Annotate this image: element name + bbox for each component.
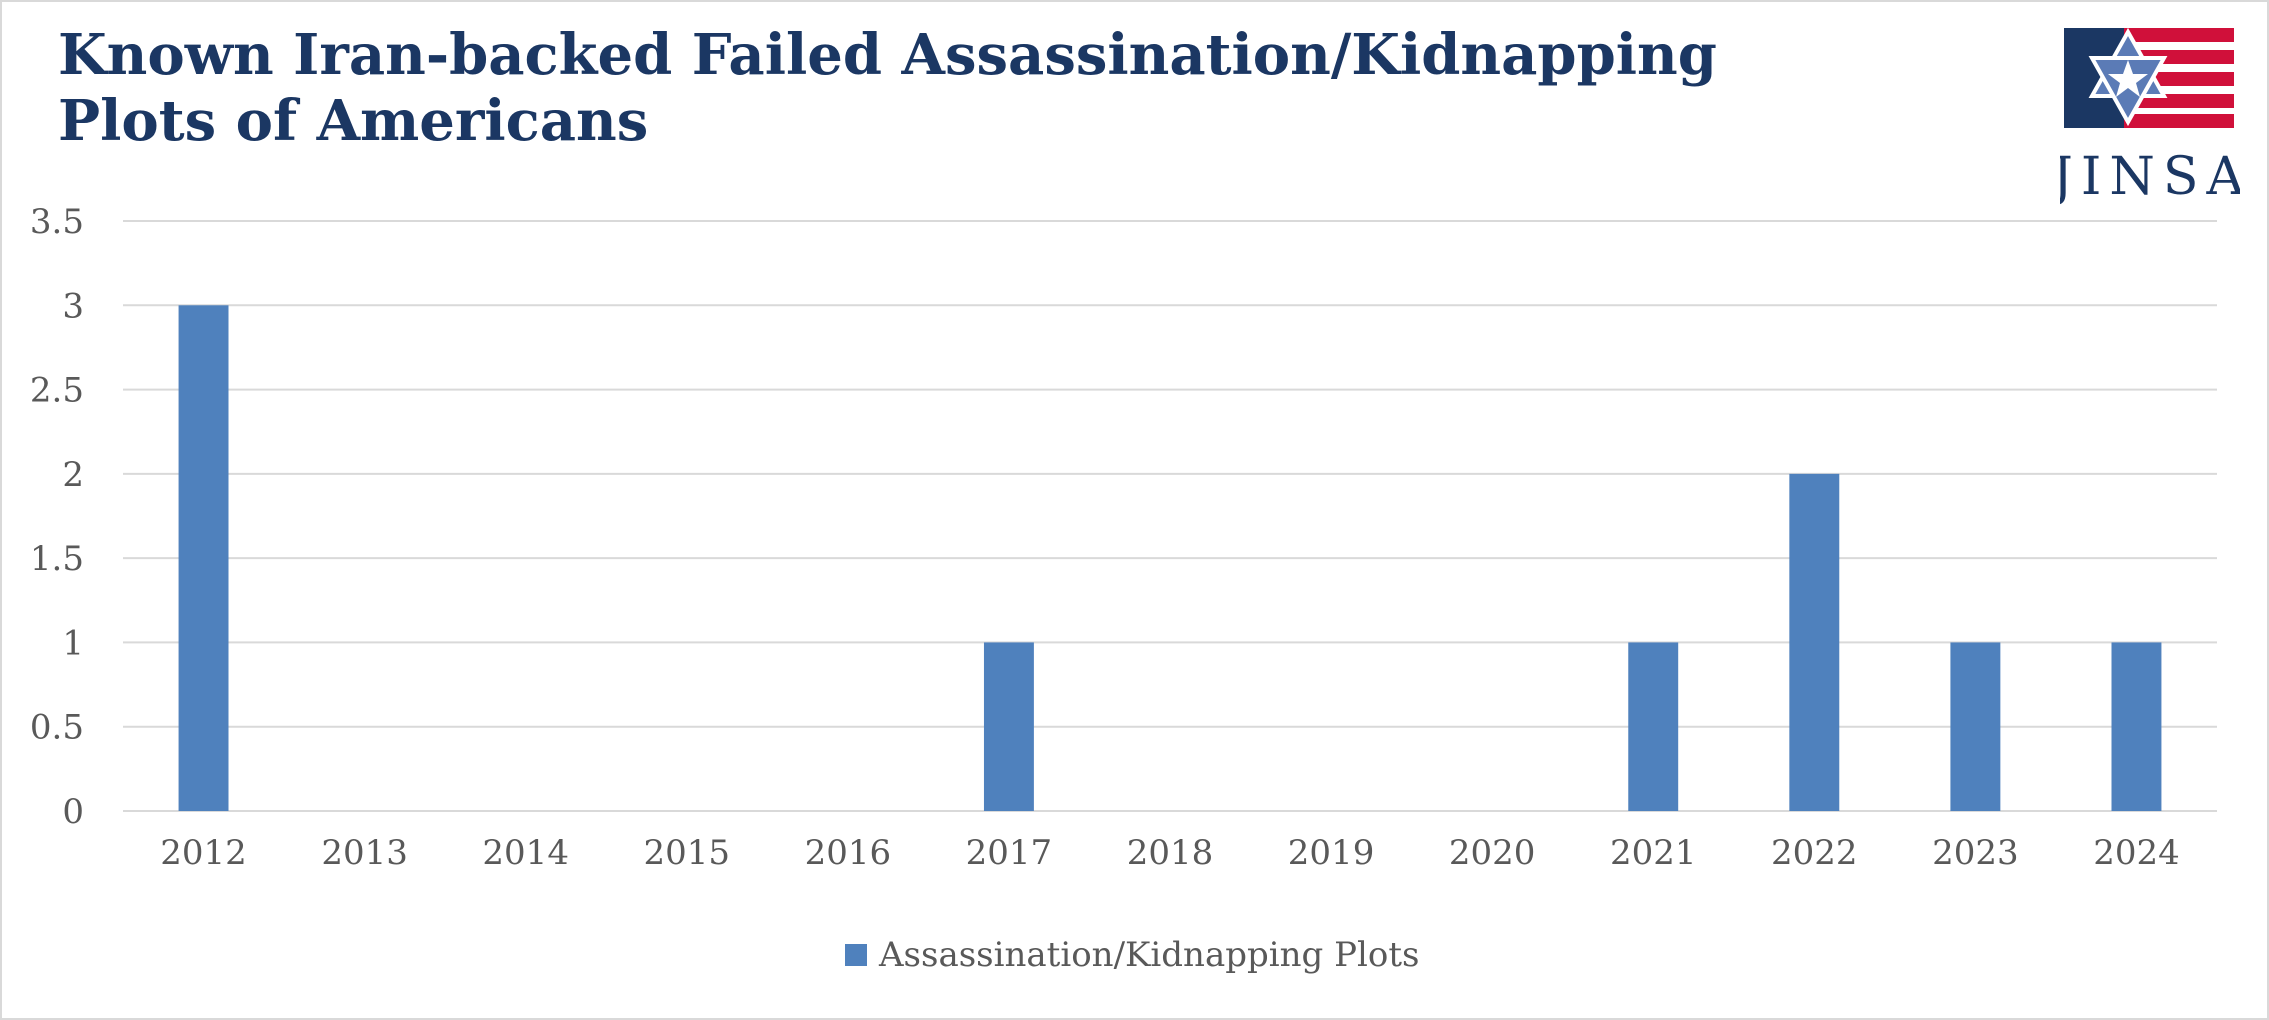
y-tick-label: 1.5 bbox=[30, 539, 84, 579]
y-tick-label: 3 bbox=[62, 286, 84, 326]
x-tick-label: 2019 bbox=[1288, 833, 1375, 873]
x-tick-label: 2023 bbox=[1932, 833, 2019, 873]
x-tick-label: 2013 bbox=[321, 833, 408, 873]
bars bbox=[178, 305, 2162, 811]
x-tick-label: 2021 bbox=[1610, 833, 1697, 873]
x-tick-label: 2018 bbox=[1127, 833, 1214, 873]
y-tick-label: 2.5 bbox=[30, 371, 84, 411]
y-tick-label: 1 bbox=[62, 623, 84, 663]
x-tick-label: 2017 bbox=[966, 833, 1053, 873]
bar-2023 bbox=[1950, 642, 2001, 811]
x-tick-label: 2014 bbox=[482, 833, 569, 873]
bar-2021 bbox=[1628, 642, 1679, 811]
bar-2024 bbox=[2111, 642, 2162, 811]
y-tick-label: 2 bbox=[62, 455, 84, 495]
bar-2012 bbox=[178, 305, 229, 811]
legend: Assassination/Kidnapping Plots bbox=[845, 930, 1419, 980]
chart-title: Known Iran-backed Failed Assassination/K… bbox=[58, 22, 1717, 154]
x-tick-label: 2016 bbox=[805, 833, 892, 873]
x-tick-label: 2012 bbox=[160, 833, 247, 873]
y-tick-label: 0.5 bbox=[30, 708, 84, 748]
y-axis-ticks: 0 0.5 1 1.5 2 2.5 3 3.5 bbox=[30, 202, 84, 832]
x-axis-ticks: 2012 2013 2014 2015 2016 2017 2018 2019 2020 2021… bbox=[160, 833, 2179, 873]
jinsa-logo: JINSA bbox=[2060, 27, 2240, 206]
x-tick-label: 2024 bbox=[2093, 833, 2180, 873]
bar-2017 bbox=[983, 642, 1034, 811]
x-tick-label: 2020 bbox=[1449, 833, 1536, 873]
y-tick-label: 3.5 bbox=[30, 202, 84, 242]
gridlines bbox=[123, 220, 2217, 812]
y-tick-label: 0 bbox=[62, 792, 84, 832]
x-tick-label: 2022 bbox=[1771, 833, 1858, 873]
legend-swatch bbox=[845, 944, 867, 966]
x-tick-label: 2015 bbox=[644, 833, 731, 873]
legend-label: Assassination/Kidnapping Plots bbox=[879, 935, 1420, 975]
logo-text: JINSA bbox=[2060, 147, 2240, 206]
bar-2022 bbox=[1789, 473, 1840, 811]
